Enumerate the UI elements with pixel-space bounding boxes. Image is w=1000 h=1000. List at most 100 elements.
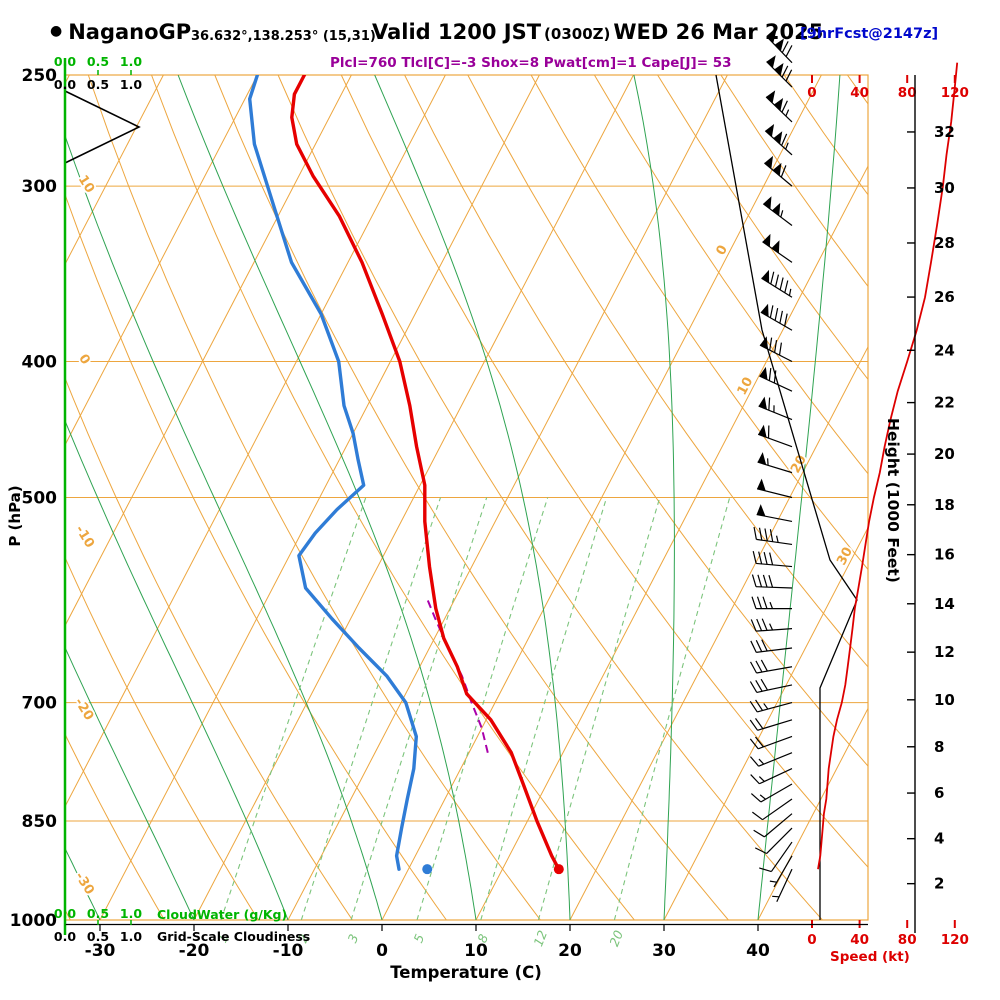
height-tick-label: 24: [934, 341, 955, 359]
station-bullet-icon: ●: [50, 23, 63, 39]
height-tick-label: 32: [934, 123, 955, 141]
height-tick-label: 22: [934, 394, 955, 412]
valid-time: Valid 1200 JST: [372, 20, 542, 44]
height-tick-label: 20: [934, 445, 955, 463]
speed-axis: 0 0 40 40 80 80 120 120: [807, 75, 969, 948]
temperature-tick-label: 10: [464, 941, 488, 961]
dry-adiabat-label: 0: [75, 352, 93, 368]
temperature-tick-label: 30: [652, 941, 676, 961]
pressure-tick-label: 300: [22, 177, 58, 197]
temperature-tick-label: -20: [179, 941, 210, 961]
cloudiness-label: Grid-Scale Cloudiness: [157, 929, 310, 944]
cloudwater-scale-tick: 0.5: [87, 54, 109, 69]
surface-markers: [422, 864, 564, 875]
valid-time-zulu: (0300Z): [544, 25, 611, 43]
cloudwater-label: CloudWater (g/Kg): [157, 907, 287, 922]
region-boundary-line: [715, 74, 858, 920]
cloudiness-scale-tick: 0.5: [87, 77, 109, 92]
cloudwater-scale-tick: 0.0: [54, 906, 76, 921]
isotherm-lines: [65, 75, 868, 920]
mixing-ratio-label: 5: [410, 932, 427, 945]
height-tick-label: 14: [934, 595, 955, 613]
height-tick-label: 6: [934, 784, 944, 802]
station-title: ● NaganoGP: [50, 20, 191, 44]
height-tick-label: 10: [934, 691, 955, 709]
pressure-axis-title: P (hPa): [6, 485, 24, 546]
cloudwater-scale-tick: 1.0: [120, 54, 142, 69]
speed-axis-title: Speed (kt): [830, 949, 910, 965]
height-tick-label: 12: [934, 643, 955, 661]
isotherm-label: 30: [834, 545, 856, 568]
pressure-tick-label: 700: [22, 694, 58, 714]
moist-adiabat-lines: [65, 75, 841, 920]
mixing-ratio-label: 12: [530, 928, 550, 948]
speed-tick-label: 40: [850, 85, 869, 101]
isotherm-label: 0: [714, 243, 731, 258]
speed-tick-label: 0: [807, 932, 816, 948]
height-axis-title: Height (1000 Feet): [884, 418, 902, 583]
height-tick-label: 26: [934, 288, 955, 306]
temperature-tick-label: -30: [85, 941, 116, 961]
speed-tick-label: 80: [898, 932, 917, 948]
mixing-ratio-label: 20: [606, 928, 626, 948]
temperature-tick-label: -10: [273, 941, 304, 961]
mixing-ratio-lines: [220, 497, 731, 920]
pressure-tick-label: 250: [22, 66, 58, 86]
sounding-indices: Plcl=760 Tlcl[C]=-3 Shox=8 Pwat[cm]=1 Ca…: [330, 55, 732, 71]
pressure-tick-label: 1000: [10, 911, 57, 931]
pressure-gridlines: [64, 74, 869, 921]
wind-barbs: [749, 30, 793, 903]
isotherm-label: 10: [735, 375, 757, 398]
speed-tick-label: 80: [898, 85, 917, 101]
valid-date: WED 26 Mar 2025: [613, 20, 824, 44]
temperature-tick-label: 20: [558, 941, 582, 961]
speed-profile: [817, 62, 959, 870]
height-tick-label: 8: [934, 738, 944, 756]
speed-tick-label: 40: [850, 932, 869, 948]
surface-temp-dot: [553, 864, 564, 875]
cloudiness-scale-tick: 1.0: [120, 929, 142, 944]
temperature-tick-label: 0: [376, 941, 388, 961]
height-tick-label: 4: [934, 830, 944, 848]
pressure-axis: 250 300 400 500 700 850 1000: [10, 66, 57, 931]
speed-tick-label: 120: [941, 85, 969, 101]
height-tick-label: 28: [934, 234, 955, 252]
cloudiness-scale-tick: 0.0: [54, 77, 76, 92]
forecast-tag: [9hrFcst@2147z]: [800, 26, 939, 42]
mixing-ratio-label: 3: [345, 932, 362, 945]
height-tick-label: 16: [934, 546, 955, 564]
valid-time-title: Valid 1200 JST (0300Z) WED 26 Mar 2025: [372, 20, 823, 44]
surface-dewpoint-dot: [422, 864, 433, 875]
cloudiness-scale-tick: 0.0: [54, 929, 76, 944]
cloudwater-scale-tick: 1.0: [120, 906, 142, 921]
temperature-axis-title: Temperature (C): [390, 963, 542, 982]
dry-adiabat-labels: 10 0 -10 -20 -30: [69, 171, 98, 899]
dry-adiabat-label: -10: [72, 523, 97, 551]
cloud-scale-axes: 0.0 0.0 0.0 0.0 0.5 0.5 0.5 0.5 1.0 1.0 1.0 1.0: [54, 54, 142, 944]
speed-tick-label: 120: [941, 932, 969, 948]
station-name: NaganoGP: [68, 20, 192, 44]
pressure-tick-label: 400: [22, 352, 58, 372]
temperature-curve: [290, 75, 561, 871]
cloudwater-scale-tick: 0.5: [87, 906, 109, 921]
cloudiness-scale-tick: 0.5: [87, 929, 109, 944]
dry-adiabat-label: -30: [72, 870, 97, 898]
station-coordinates: 36.632°,138.253° (15,31): [191, 29, 376, 44]
parcel-curve: [426, 598, 489, 753]
temperature-tick-label: 40: [746, 941, 770, 961]
height-tick-label: 18: [934, 496, 955, 514]
height-tick-label: 2: [934, 875, 944, 893]
wind-vane-marker: [64, 90, 141, 164]
speed-tick-label: 0: [807, 85, 816, 101]
cloudwater-scale-tick: 0.0: [54, 54, 76, 69]
dry-adiabat-label: 10: [75, 173, 97, 196]
pressure-tick-label: 500: [22, 489, 58, 509]
pressure-tick-label: 850: [22, 812, 58, 832]
height-tick-label: 30: [934, 179, 955, 197]
cloudiness-scale-tick: 1.0: [120, 77, 142, 92]
temperature-axis: -30 -20 -10 0 10 20 30 40: [65, 923, 868, 961]
dewpoint-curve: [247, 75, 418, 871]
